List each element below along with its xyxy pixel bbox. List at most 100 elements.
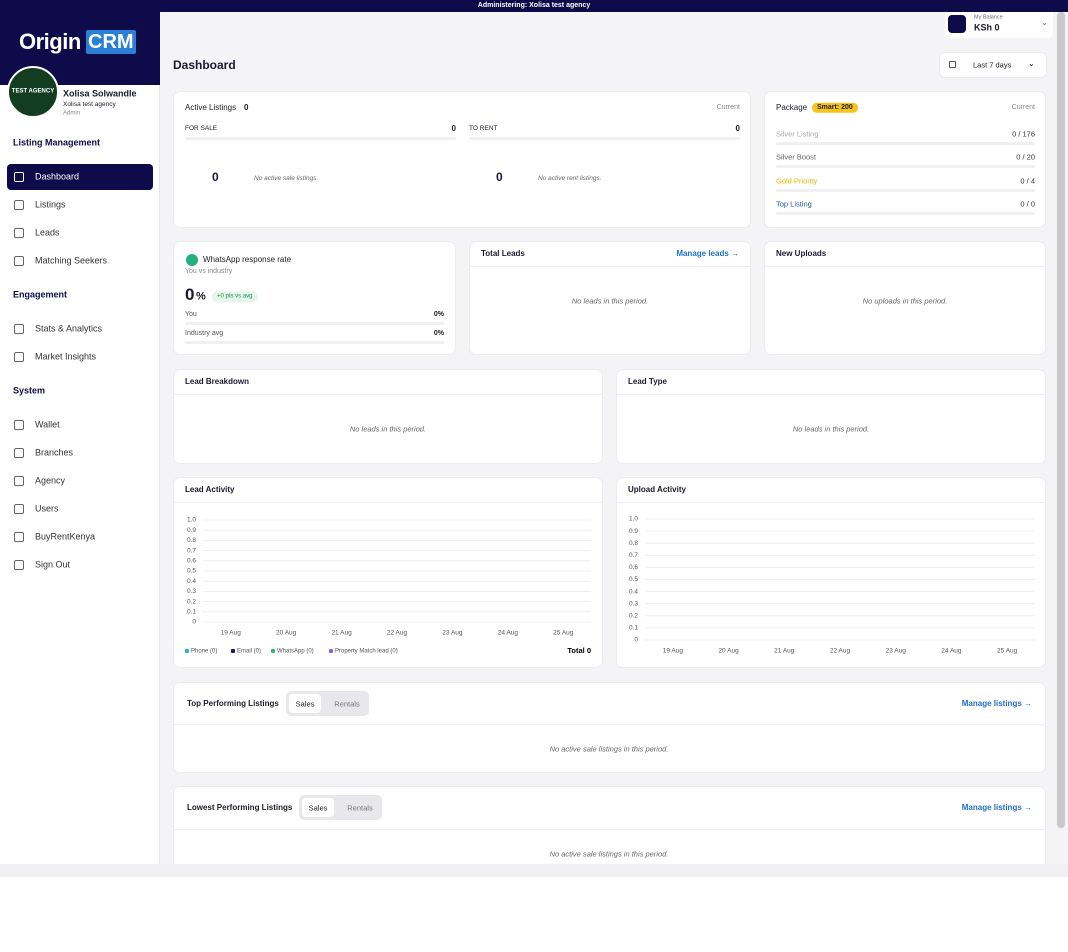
track	[185, 322, 444, 325]
lead-type-card: Lead Type No leads in this period.	[617, 370, 1045, 463]
legend-swatch	[185, 649, 189, 653]
rate-unit: %	[196, 290, 206, 303]
nav-item[interactable]: Leads	[7, 220, 153, 246]
subtitle: You vs industry	[185, 267, 233, 275]
balance-value: KSh 0	[974, 22, 1000, 33]
tab[interactable]: Sales	[295, 699, 315, 708]
rate-value: 0	[185, 284, 195, 304]
user-agency: Xolisa test agency	[63, 101, 116, 109]
user-name: Xolisa Solwandle	[63, 88, 137, 99]
divider	[174, 829, 1045, 830]
x-tick-label: 24 Aug	[498, 630, 519, 637]
scrollbar-thumb[interactable]	[1057, 12, 1065, 828]
manage-listings-link[interactable]: Manage listings →	[961, 803, 1032, 813]
nav-item[interactable]: Listings	[7, 192, 153, 218]
date-range-button[interactable]: Last 7 days ⌄	[940, 53, 1046, 77]
nav-icon	[14, 420, 24, 430]
row-label: Industry avg	[185, 329, 224, 337]
nav-label: Stats & Analytics	[35, 323, 103, 334]
divider	[617, 502, 1045, 503]
divider	[174, 394, 602, 395]
legend-swatch	[329, 649, 333, 653]
card-title: WhatsApp response rate	[203, 255, 292, 265]
divider	[174, 502, 602, 503]
date-range: Last 7 days	[973, 60, 1012, 70]
x-tick-label: 23 Aug	[886, 648, 907, 655]
nav-item[interactable]: Market Insights	[7, 344, 153, 370]
y-tick-label: 0.6	[629, 564, 638, 571]
nav-item[interactable]: Users	[7, 496, 153, 522]
row-value: 0%	[433, 310, 444, 318]
nav-label: Dashboard	[35, 171, 80, 182]
nav-icon	[14, 256, 24, 266]
sidebar: Origin CRM TEST AGENCY Xolisa Solwandle …	[0, 12, 160, 864]
y-tick-label: 0.8	[187, 537, 196, 544]
y-tick-label: 0.1	[629, 625, 638, 632]
nav-item[interactable]: Branches	[7, 440, 153, 466]
whatsapp-card: WhatsApp response rate You vs industry 0…	[174, 242, 455, 354]
label: FOR SALE	[185, 125, 218, 133]
tab[interactable]: Rentals	[334, 699, 360, 708]
nav-item[interactable]: Matching Seekers	[7, 248, 153, 274]
logo-origin: Origin	[19, 28, 81, 54]
tab-group: Sales Rentals	[286, 691, 369, 716]
row-value: 0%	[433, 329, 444, 337]
package-card: Package Smart: 200 Current Silver Listin…	[765, 92, 1045, 227]
y-tick-label: 0.9	[187, 527, 196, 534]
card-title: Upload Activity	[628, 485, 686, 495]
nav-icon	[14, 324, 24, 334]
track	[776, 212, 1035, 216]
y-tick-label: 0.9	[629, 528, 638, 535]
badge: Current	[716, 103, 740, 111]
upload-activity-card: Upload Activity 0 0.1 0.2 0.3 0.4 0.5 0.6 0.7 0.…	[617, 478, 1045, 667]
x-tick-label: 25 Aug	[997, 648, 1018, 655]
nav-item[interactable]: Sign Out	[7, 552, 153, 578]
x-tick-label: 21 Aug	[331, 630, 352, 637]
divider	[470, 266, 750, 267]
y-tick-label: 0.7	[629, 552, 638, 559]
nav-icon	[14, 476, 24, 486]
nav-icon	[14, 532, 24, 542]
upload-activity-chart: 0 0.1 0.2 0.3 0.4 0.5 0.6 0.7 0.8 0.9 1.0 19 Aug 20 …	[629, 516, 1035, 655]
package-row-value: 0 / 176	[1012, 129, 1035, 139]
nav-item[interactable]: Stats & Analytics	[7, 316, 153, 342]
tab[interactable]: Sales	[308, 803, 328, 812]
admin-banner: Administering: Xolisa test agency	[0, 0, 1068, 12]
nav-item[interactable]: Wallet	[7, 412, 153, 438]
y-tick-label: 0.4	[187, 578, 196, 585]
y-tick-label: 0	[634, 637, 638, 644]
nav-item[interactable]: BuyRentKenya	[7, 524, 153, 550]
nav-label: Matching Seekers	[35, 255, 108, 266]
y-tick-label: 0.6	[187, 558, 196, 565]
y-tick-label: 0.3	[629, 600, 638, 607]
nav-icon	[14, 352, 24, 362]
row-label: You	[185, 310, 197, 318]
tab[interactable]: Rentals	[347, 803, 373, 812]
calendar-icon	[949, 61, 956, 68]
package-row-value: 0 / 20	[1016, 152, 1035, 162]
x-tick-label: 23 Aug	[442, 630, 463, 637]
manage-listings-link[interactable]: Manage listings →	[961, 699, 1032, 709]
card-title: Lowest Performing Listings	[187, 803, 293, 813]
balance-box[interactable]: My Balance KSh 0 ⌄	[945, 12, 1053, 38]
y-tick-label: 0	[192, 619, 196, 626]
nav-label: Users	[35, 503, 59, 514]
y-tick-label: 0.3	[187, 588, 196, 595]
nav-section-title: System	[13, 385, 46, 396]
manage-leads-link[interactable]: Manage leads →	[676, 249, 739, 259]
x-tick-label: 19 Aug	[663, 648, 684, 655]
nav-item[interactable]: Dashboard	[7, 164, 153, 190]
x-tick-label: 22 Aug	[387, 630, 408, 637]
card-title: Active Listings	[185, 103, 237, 113]
nav-item[interactable]: Agency	[7, 468, 153, 494]
y-tick-label: 0.5	[629, 576, 638, 583]
nav-label: Market Insights	[35, 351, 97, 362]
new-uploads-card: New Uploads No uploads in this period.	[765, 242, 1045, 354]
legend-swatch	[271, 649, 275, 653]
nav-label: Agency	[35, 475, 66, 486]
card-title: Lead Breakdown	[185, 377, 250, 387]
nav-icon	[14, 228, 24, 238]
plan-badge: Smart: 200	[812, 102, 858, 114]
